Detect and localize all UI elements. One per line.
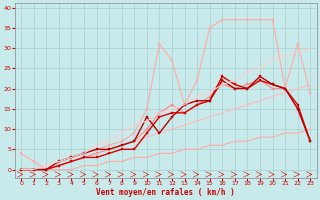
X-axis label: Vent moyen/en rafales ( km/h ): Vent moyen/en rafales ( km/h ) xyxy=(96,188,235,197)
